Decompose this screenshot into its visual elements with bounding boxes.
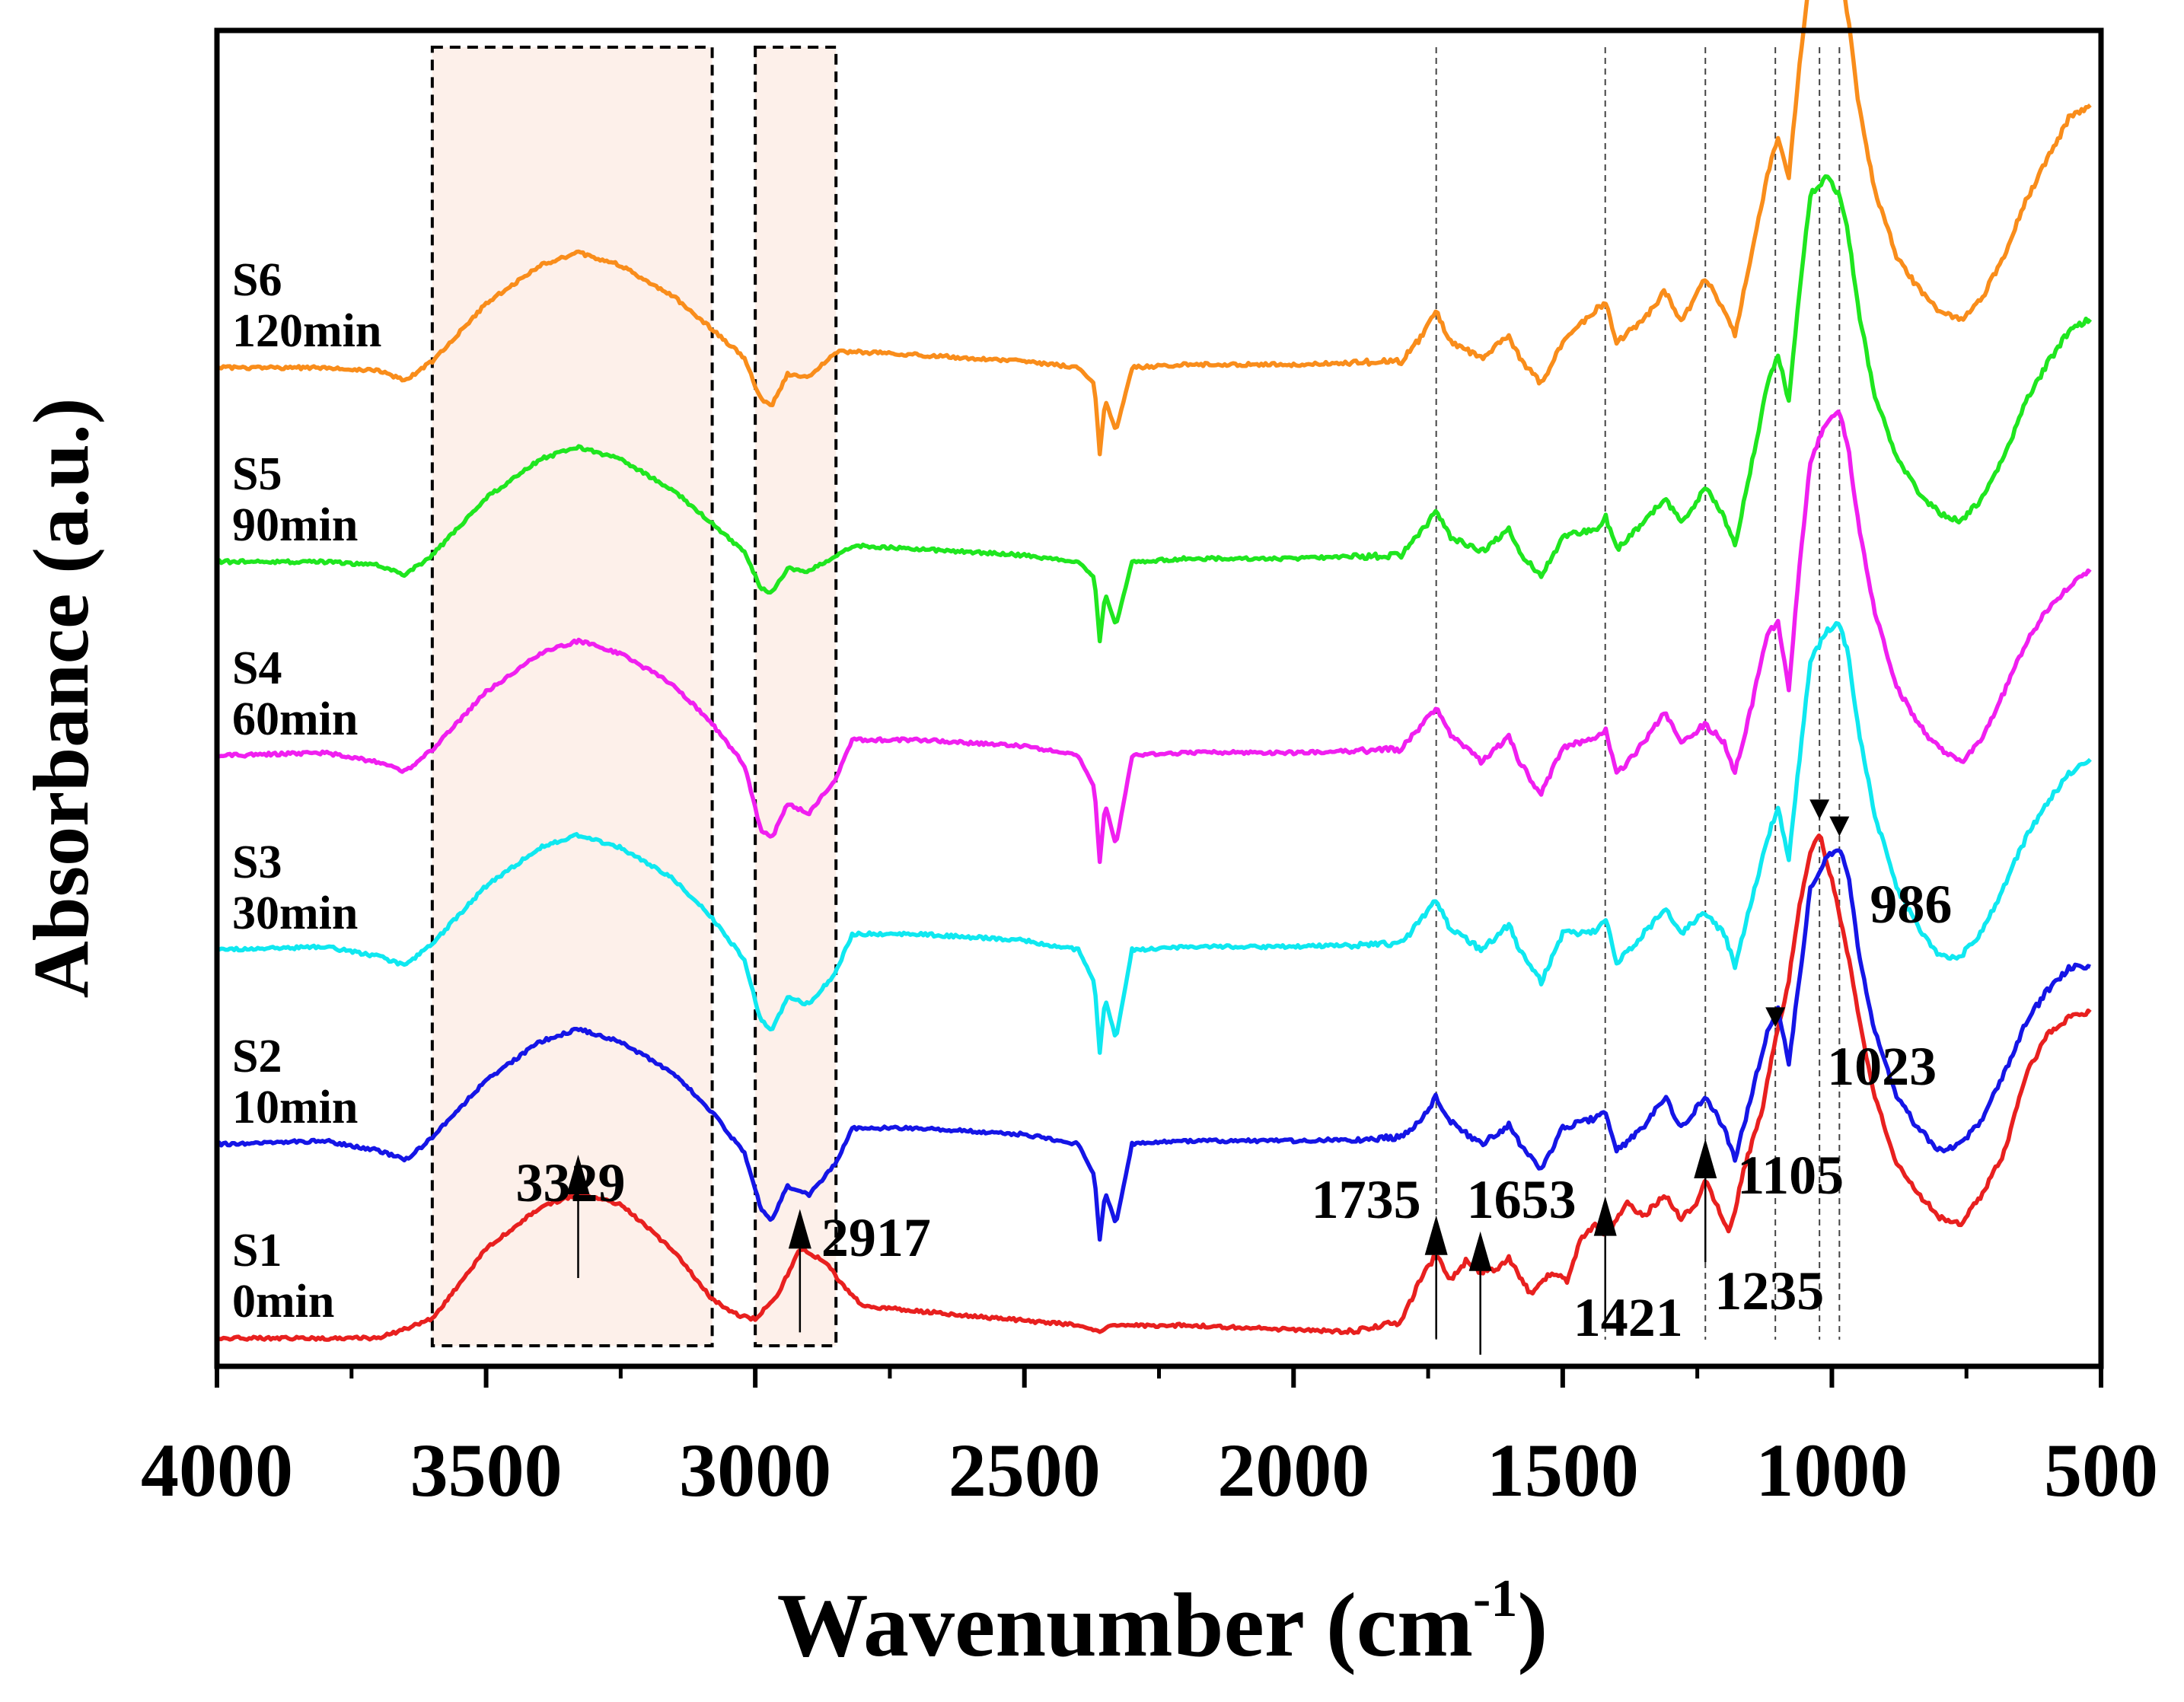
series-time-s2: 10min [232,1082,358,1133]
annotation-arrow-1421 [1593,1196,1617,1236]
x-tick-label-1000: 1000 [1755,1428,1908,1512]
series-time-s1: 0min [232,1276,334,1327]
x-axis-ticks: 4000 3500 3000 2500 2000 1500 1000 500 [141,1366,2158,1512]
x-tick-label-2000: 2000 [1217,1428,1369,1512]
series-name-s2: S2 [232,1031,282,1082]
x-axis-label-superscript: -1 [1473,1570,1517,1628]
annotation-arrow-1653 [1468,1231,1492,1271]
series-name-s6: S6 [232,254,282,306]
x-tick-label-2500: 2500 [949,1428,1101,1512]
annotation-arrow-3329 [566,1155,590,1194]
annotation-arrow-1735 [1424,1215,1448,1255]
series-traces [215,0,2093,1342]
series-time-s5: 90min [232,499,358,551]
annotation-arrow-1105 [1765,1007,1786,1028]
annotation-label-1421: 1421 [1573,1287,1683,1348]
series-name-s5: S5 [232,448,282,500]
annotation-label-1235: 1235 [1714,1261,1824,1321]
series-name-s4: S4 [232,642,282,694]
annotation-label-1105: 1105 [1737,1145,1844,1206]
series-line-s4 [216,409,2092,865]
annotation-label-2917: 2917 [821,1207,931,1268]
x-tick-label-4000: 4000 [141,1428,293,1512]
x-tick-label-3000: 3000 [679,1428,831,1512]
series-line-s6 [215,0,2092,457]
series-time-s3: 30min [232,888,358,939]
series-time-s4: 60min [232,693,358,745]
x-axis-label-main: Wavenumber (cm [777,1574,1473,1675]
series-name-s3: S3 [232,837,282,888]
y-axis-label: Absorbance (a.u.) [18,398,105,999]
highlight-regions [430,46,838,1347]
x-tick-label-1500: 1500 [1487,1428,1639,1512]
annotation-arrow-2917 [788,1209,811,1249]
x-axis-label: Wavenumber (cm-1) [777,1570,1548,1675]
series-time-s6: 120min [232,305,381,357]
series-name-s1: S1 [232,1225,282,1276]
x-axis-label-tail: ) [1517,1574,1548,1675]
annotation-arrow-1023 [1809,799,1830,820]
highlight-region-1 [430,46,714,1347]
annotation-label-1653: 1653 [1467,1169,1577,1230]
annotation-arrow-986 [1829,816,1850,837]
annotation-arrow-1235 [1694,1139,1717,1178]
annotation-label-986: 986 [1870,874,1952,935]
series-line-s1 [215,833,2092,1342]
peak-annotations: 3329 2917 1735 1653 1421 1235 1105 1023 986 [515,799,1952,1355]
reference-lines [1435,47,1841,1340]
x-tick-label-3500: 3500 [410,1428,563,1512]
annotation-label-1023: 1023 [1827,1036,1937,1097]
annotation-label-3329: 3329 [515,1152,625,1213]
series-line-s3 [216,620,2092,1055]
annotation-label-1735: 1735 [1312,1169,1421,1230]
x-tick-label-500: 500 [2044,1428,2158,1512]
highlight-region-2 [754,46,838,1347]
series-line-s5 [215,174,2093,644]
